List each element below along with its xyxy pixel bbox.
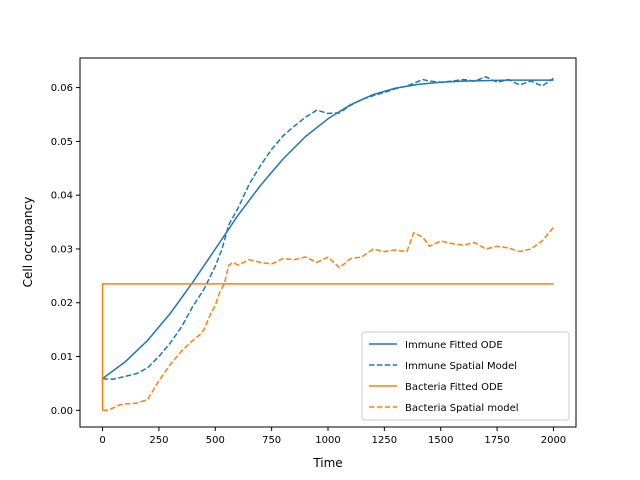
x-axis-label: Time xyxy=(312,456,342,470)
legend-label-4: Bacteria Spatial model xyxy=(405,403,519,414)
plot-lines xyxy=(101,76,555,412)
series-line-4 xyxy=(102,226,555,412)
legend: Immune Fitted ODE Immune Spatial Model Bac… xyxy=(361,331,570,421)
y-tick-label: 0.00 xyxy=(51,406,73,417)
x-tick-label: 1250 xyxy=(372,435,397,446)
x-axis: 0 250 500 750 1000 1250 1500 1750 2000 xyxy=(99,427,566,446)
legend-label-3: Bacteria Fitted ODE xyxy=(405,382,503,393)
x-tick-label: 1500 xyxy=(428,435,453,446)
y-tick-label: 0.04 xyxy=(51,191,73,202)
y-tick-label: 0.02 xyxy=(51,298,73,309)
x-tick-label: 2000 xyxy=(541,435,566,446)
x-tick-label: 750 xyxy=(262,435,281,446)
legend-label-1: Immune Fitted ODE xyxy=(405,340,503,351)
y-tick-label: 0.01 xyxy=(51,352,73,363)
x-tick-label: 250 xyxy=(149,435,168,446)
x-tick-label: 0 xyxy=(99,435,105,446)
legend-box xyxy=(361,331,570,421)
y-tick-label: 0.03 xyxy=(51,244,73,255)
y-tick-label: 0.06 xyxy=(51,83,73,94)
series-line-1 xyxy=(102,79,554,380)
y-axis: 0.00 0.01 0.02 0.03 0.04 0.05 0.06 xyxy=(51,83,80,417)
series-line-3 xyxy=(101,283,554,411)
legend-label-2: Immune Spatial Model xyxy=(405,361,517,372)
x-tick-label: 1750 xyxy=(484,435,509,446)
x-tick-label: 1000 xyxy=(315,435,340,446)
y-axis-label: Cell occupancy xyxy=(21,197,35,288)
y-tick-label: 0.05 xyxy=(51,137,73,148)
series-line-2 xyxy=(102,76,554,380)
x-tick-label: 500 xyxy=(206,435,225,446)
